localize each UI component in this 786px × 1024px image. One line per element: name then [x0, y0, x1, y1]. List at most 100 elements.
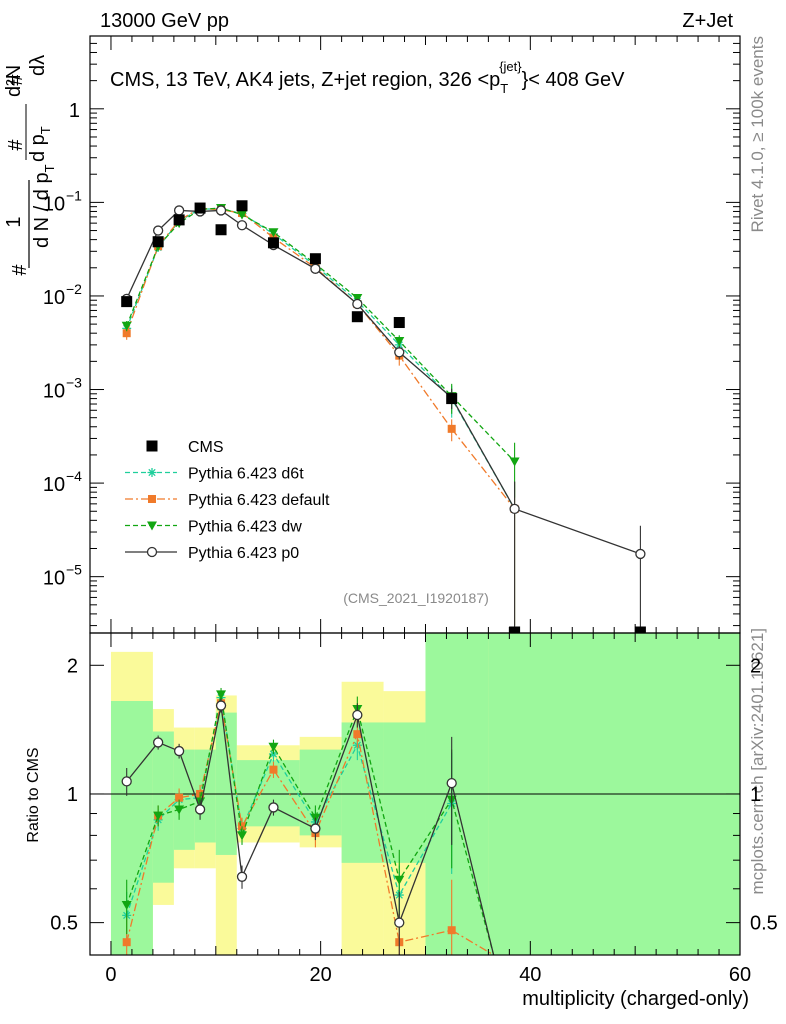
main-point-dw-8 — [352, 294, 363, 304]
ylabel-dn-text: d N / d p — [31, 172, 53, 248]
ratio-line-default — [126, 703, 494, 956]
main-point-p0-7 — [310, 263, 321, 274]
legend-marker-default — [148, 495, 156, 503]
ylabel-t1: T — [42, 164, 57, 172]
main-ytick-label-5: 10 — [43, 568, 65, 590]
xtick-label-20: 20 — [310, 964, 332, 986]
main-point-dw-6 — [268, 228, 279, 238]
main-point-default-0 — [122, 329, 131, 338]
main-ytick-label-0: 1 — [69, 100, 80, 122]
legend-label-default: Pythia 6.423 default — [188, 492, 330, 509]
ratio-point-p0-0 — [121, 776, 132, 787]
main-point-dw-9 — [394, 337, 405, 347]
xtick-label-0: 0 — [105, 964, 116, 986]
band-inner-8 — [383, 722, 426, 863]
main-point-p0-11 — [509, 503, 520, 515]
ratio-panel — [90, 633, 740, 956]
ylabel-hash3: # — [5, 74, 27, 86]
xtick-label-60: 60 — [729, 964, 751, 986]
legend: CMS Pythia 6.423 d6t Pythia 6.423 default P… — [125, 439, 330, 562]
legend-label-cms: CMS — [188, 439, 224, 456]
main-ytick-label-4: 10 — [43, 474, 65, 496]
ratio-point-dw-0 — [121, 900, 132, 910]
main-series-d6t — [122, 204, 520, 626]
watermark: (CMS_2021_I1920187) — [343, 590, 489, 606]
main-frame — [89, 35, 741, 634]
band-inner-2 — [173, 749, 195, 850]
ratio-point-p0-1 — [152, 737, 164, 748]
main-line-default — [126, 207, 516, 510]
main-point-p0-8 — [352, 298, 363, 310]
ratio-point-dw-9 — [394, 875, 405, 885]
main-point-cms-4 — [215, 224, 227, 236]
main-point-p0-4 — [215, 205, 227, 216]
title-sup: {jet} — [499, 59, 522, 74]
xlabel: multiplicity (charged-only) — [522, 988, 749, 1010]
ylabel-hash2: # — [5, 139, 27, 151]
ratio-point-p0-5 — [236, 871, 248, 882]
side-label-bottom: mcplots.cern.ch [arXiv:2401.10621] — [748, 628, 767, 894]
main-point-cms-12 — [634, 626, 646, 638]
main-ytick-label-1: 10 — [43, 193, 65, 215]
main-point-cms-3 — [194, 202, 206, 214]
main-point-cms-10 — [446, 393, 458, 405]
band-inner-0 — [110, 701, 153, 955]
title-sub: T — [500, 81, 508, 96]
ratio-ylabel: Ratio to CMS — [25, 747, 42, 842]
band-inner-4 — [215, 712, 237, 855]
main-point-dw-5 — [237, 210, 248, 220]
main-point-dw-0 — [121, 321, 132, 331]
ratio-point-dw-6 — [268, 742, 279, 752]
main-point-p0-1 — [152, 225, 164, 236]
side-label-top: Rivet 4.1.0, ≥ 100k events — [748, 36, 767, 232]
legend-label-d6t: Pythia 6.423 d6t — [188, 466, 304, 483]
main-series-default — [122, 204, 519, 626]
main-ytick-label-2: 10 — [43, 287, 65, 309]
ylabel-dlambda: dλ — [27, 55, 49, 76]
main-point-cms-1 — [152, 236, 164, 248]
main-title: CMS, 13 TeV, AK4 jets, Z+jet region, 326… — [110, 59, 625, 96]
ylabel-one: 1 — [3, 216, 25, 227]
main-point-cms-8 — [351, 311, 363, 323]
ylabel-dn: d N / d pT — [31, 164, 57, 248]
title-tail: }< 408 GeV — [522, 69, 626, 91]
ratio-ytick-label-left-0: 2 — [67, 655, 78, 677]
main-line-dw — [126, 207, 516, 462]
main-point-cms-11 — [509, 626, 521, 638]
ratio-ytick-label-right-0: 2 — [750, 655, 761, 677]
ratio-ytick-label-left-1: 1 — [67, 784, 78, 806]
ratio-ytick-label-left-2: 0.5 — [50, 913, 78, 935]
main-ylabel: # 1 d N / d pT # d pT # d²N dλ — [3, 55, 57, 276]
main-point-cms-2 — [173, 214, 185, 226]
ylabel-dp: d pT — [27, 126, 53, 162]
legend-item-default: Pythia 6.423 default — [125, 492, 330, 509]
main-point-cms-0 — [121, 296, 133, 308]
title-main: CMS, 13 TeV, AK4 jets, Z+jet region, 326… — [110, 69, 500, 91]
ratio-point-default-0 — [122, 938, 131, 947]
main-panel — [121, 200, 646, 638]
main-point-p0-9 — [394, 347, 405, 358]
main-point-default-10 — [447, 424, 456, 433]
ratio-point-dw-5 — [237, 831, 248, 841]
ratio-point-p0-4 — [215, 700, 227, 711]
main-point-cms-7 — [309, 253, 321, 265]
main-series-dw — [121, 204, 520, 498]
legend-item-cms: CMS — [146, 439, 224, 456]
header-right: Z+Jet — [682, 10, 733, 32]
main-ytick-exp-4: −4 — [66, 468, 82, 484]
main-point-cms-6 — [267, 237, 279, 249]
band-inner-6 — [299, 749, 342, 836]
ylabel-t2: T — [38, 126, 53, 134]
header-left: 13000 GeV pp — [100, 10, 229, 32]
ratio-point-dw-4 — [216, 690, 227, 700]
ratio-line-dw — [126, 694, 495, 956]
ratio-point-p0-10 — [446, 777, 457, 789]
ratio-point-default-2 — [175, 793, 184, 802]
main-point-cms-9 — [393, 317, 405, 329]
legend-item-dw: Pythia 6.423 dw — [125, 519, 302, 536]
ratio-series-dw — [121, 687, 495, 956]
legend-marker-dw — [147, 521, 157, 531]
xtick-label-40: 40 — [519, 964, 541, 986]
main-series-p0 — [121, 205, 646, 633]
